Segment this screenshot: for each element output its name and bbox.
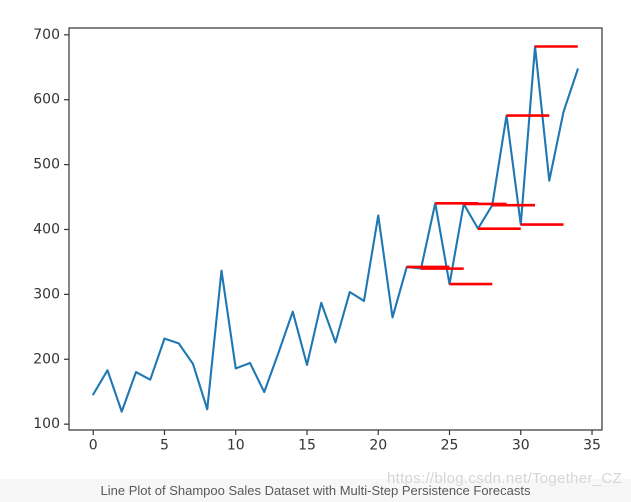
y-tick-label: 600: [33, 92, 60, 108]
y-tick-label: 400: [33, 221, 60, 237]
y-tick-label: 700: [33, 27, 60, 43]
x-tick-label: 10: [227, 438, 245, 454]
x-tick-label: 35: [583, 438, 601, 454]
x-tick-label: 5: [160, 438, 169, 454]
x-tick-label: 15: [298, 438, 316, 454]
csdn-watermark-text: https://blog.csdn.net/Together_CZ: [386, 470, 622, 487]
shampoo-sales-chart: 0 5 10 15 20 25 30 35 100 200 300 400 500 600 700: [33, 27, 603, 454]
y-tick-label: 500: [33, 157, 60, 173]
y-tick-label: 300: [33, 286, 60, 302]
y-tick-label: 100: [33, 416, 60, 432]
figure-caption: Line Plot of Shampoo Sales Dataset with …: [100, 483, 531, 498]
x-tick-label: 30: [512, 438, 530, 454]
x-tick-label: 25: [441, 438, 459, 454]
axes-frame: [68, 27, 603, 431]
y-tick-label: 200: [33, 351, 60, 367]
x-tick-label: 20: [369, 438, 387, 454]
sales-series-line: [92, 45, 579, 413]
x-tick-label: 0: [89, 438, 98, 454]
caption-bar: Line Plot of Shampoo Sales Dataset with …: [0, 479, 631, 502]
